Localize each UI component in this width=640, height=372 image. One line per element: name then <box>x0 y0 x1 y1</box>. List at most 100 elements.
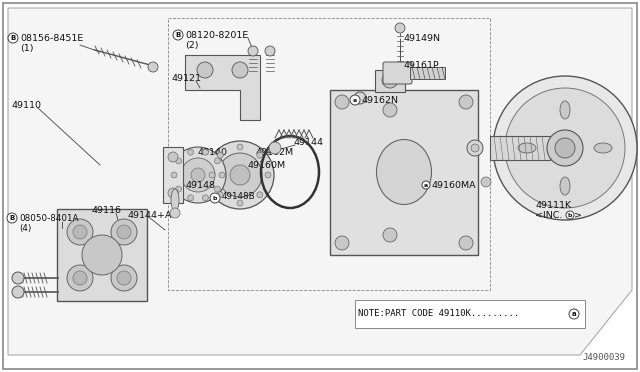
Circle shape <box>383 103 397 117</box>
Circle shape <box>170 147 226 203</box>
Circle shape <box>73 225 87 239</box>
Text: 49160MA: 49160MA <box>432 180 477 189</box>
FancyBboxPatch shape <box>163 147 183 203</box>
Circle shape <box>170 208 180 218</box>
Circle shape <box>175 186 182 192</box>
Text: 49144: 49144 <box>293 138 323 147</box>
Circle shape <box>214 186 220 192</box>
Circle shape <box>188 149 193 155</box>
Text: 49161P: 49161P <box>404 61 440 70</box>
Ellipse shape <box>560 177 570 195</box>
Circle shape <box>350 95 360 105</box>
FancyBboxPatch shape <box>330 90 478 255</box>
FancyBboxPatch shape <box>410 67 445 79</box>
Circle shape <box>569 309 579 319</box>
Circle shape <box>7 213 17 223</box>
Circle shape <box>257 192 263 198</box>
Circle shape <box>354 92 366 104</box>
Text: 49148: 49148 <box>185 180 215 189</box>
Circle shape <box>168 152 178 162</box>
Text: B: B <box>10 215 15 221</box>
Ellipse shape <box>171 189 179 211</box>
Circle shape <box>383 228 397 242</box>
Circle shape <box>82 235 122 275</box>
Text: <INC.: <INC. <box>535 211 563 219</box>
Text: 49148B: 49148B <box>222 192 255 201</box>
Circle shape <box>117 225 131 239</box>
Text: b: b <box>213 196 217 201</box>
Text: (1): (1) <box>20 44 33 52</box>
Circle shape <box>67 265 93 291</box>
Text: a: a <box>572 311 576 317</box>
Circle shape <box>206 141 274 209</box>
Text: 49140: 49140 <box>197 148 227 157</box>
Circle shape <box>218 153 262 197</box>
Circle shape <box>481 177 491 187</box>
Text: B: B <box>175 32 180 38</box>
Circle shape <box>269 142 281 154</box>
Text: 49121: 49121 <box>172 74 202 83</box>
Polygon shape <box>8 8 632 355</box>
Circle shape <box>555 138 575 158</box>
Circle shape <box>265 46 275 56</box>
Text: 49162M: 49162M <box>256 148 294 157</box>
Circle shape <box>335 236 349 250</box>
Circle shape <box>12 286 24 298</box>
Text: 08120-8201E: 08120-8201E <box>185 31 248 39</box>
Text: >: > <box>574 211 582 219</box>
Circle shape <box>188 195 193 201</box>
Circle shape <box>237 144 243 150</box>
Circle shape <box>210 193 220 203</box>
Circle shape <box>493 76 637 220</box>
FancyBboxPatch shape <box>355 300 585 328</box>
Circle shape <box>257 152 263 158</box>
Circle shape <box>209 172 215 178</box>
Circle shape <box>382 72 398 88</box>
Text: 49144+A: 49144+A <box>128 211 173 219</box>
Circle shape <box>202 195 209 201</box>
Circle shape <box>148 62 158 72</box>
Circle shape <box>547 130 583 166</box>
Circle shape <box>237 200 243 206</box>
Circle shape <box>471 144 479 152</box>
Circle shape <box>67 219 93 245</box>
Text: B: B <box>10 35 15 41</box>
Ellipse shape <box>594 143 612 153</box>
Circle shape <box>214 158 220 164</box>
Circle shape <box>265 172 271 178</box>
Circle shape <box>12 272 24 284</box>
Text: 08156-8451E: 08156-8451E <box>20 33 83 42</box>
FancyBboxPatch shape <box>57 209 147 301</box>
Text: 49111K: 49111K <box>535 201 571 209</box>
Circle shape <box>219 172 225 178</box>
Circle shape <box>171 172 177 178</box>
FancyBboxPatch shape <box>375 70 405 92</box>
Circle shape <box>173 30 183 40</box>
Text: b: b <box>568 212 572 218</box>
Text: 08050-8401A: 08050-8401A <box>19 214 79 222</box>
Circle shape <box>422 181 430 189</box>
Circle shape <box>111 265 137 291</box>
Circle shape <box>73 271 87 285</box>
Circle shape <box>202 149 209 155</box>
Circle shape <box>217 192 223 198</box>
Text: 49110: 49110 <box>12 100 42 109</box>
Circle shape <box>467 140 483 156</box>
Text: 49116: 49116 <box>92 205 122 215</box>
FancyBboxPatch shape <box>383 62 412 84</box>
Circle shape <box>8 33 18 43</box>
Text: J4900039: J4900039 <box>582 353 625 362</box>
Text: (4): (4) <box>19 224 31 232</box>
Circle shape <box>459 236 473 250</box>
Polygon shape <box>185 55 260 120</box>
FancyBboxPatch shape <box>490 136 550 160</box>
Circle shape <box>168 188 178 198</box>
Circle shape <box>232 62 248 78</box>
Circle shape <box>459 95 473 109</box>
Circle shape <box>566 211 574 219</box>
Circle shape <box>395 23 405 33</box>
Circle shape <box>181 158 215 192</box>
Circle shape <box>335 95 349 109</box>
Circle shape <box>248 46 258 56</box>
Text: (2): (2) <box>185 41 198 49</box>
